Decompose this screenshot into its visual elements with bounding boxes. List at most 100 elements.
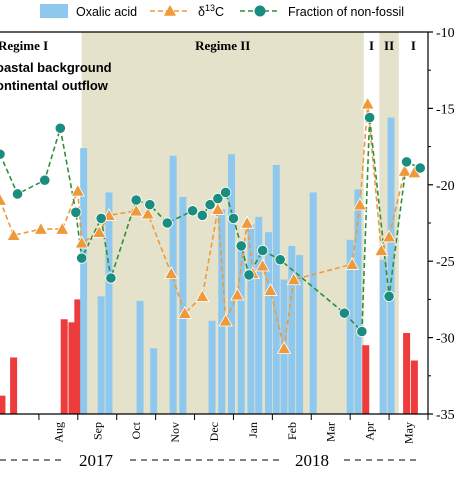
- bar-oxalic-10: [237, 242, 245, 414]
- annotation-coastal: oastal background: [0, 60, 112, 75]
- fnf-point-25: [400, 156, 413, 168]
- d13c-point-14: [218, 313, 233, 327]
- fnf-point-0: [0, 148, 6, 160]
- x-month-label-6: Feb: [285, 422, 299, 440]
- annotations: oastal background ontinental outflow: [0, 60, 112, 93]
- x-month-label-3: Nov: [168, 422, 182, 443]
- regime-labels: Regime I Regime II I II I: [0, 38, 416, 53]
- fnf-point-2: [39, 174, 51, 186]
- bar-red-3: [68, 322, 76, 414]
- fnf-point-22: [356, 325, 368, 338]
- bar-red-0: [0, 395, 6, 414]
- fnf-point-9: [144, 199, 156, 211]
- d13c-point-27: [397, 163, 412, 177]
- d13c-point-1: [6, 227, 21, 241]
- d13c-point-19: [263, 282, 278, 296]
- fnf-point-13: [204, 199, 216, 211]
- fnf-point-26: [414, 162, 426, 174]
- fnf-point-8: [130, 194, 142, 206]
- bar-red-5: [362, 345, 370, 414]
- bar-oxalic-8: [218, 209, 226, 414]
- d13c-point-12: [195, 289, 210, 302]
- bar-red-2: [60, 319, 68, 414]
- d13c-point-18: [255, 258, 270, 272]
- regime-label-0: Regime I: [0, 38, 48, 53]
- d13c-point-20: [276, 340, 292, 354]
- bar-oxalic-18: [309, 192, 317, 414]
- legend-label-oxalic: Oxalic acid: [76, 5, 137, 19]
- d13c-point-11: [177, 305, 192, 319]
- y-tick-label-0: -10: [436, 26, 455, 41]
- d13c-point-8: [129, 203, 144, 217]
- d13c-point-4: [70, 183, 85, 197]
- x-month-label-1: Sep: [90, 422, 104, 440]
- bar-oxalic-2: [105, 192, 113, 414]
- annotation-continental: ontinental outflow: [0, 78, 109, 93]
- fnf-point-4: [70, 206, 82, 218]
- year-label-0: 2017: [79, 451, 114, 470]
- regime-label-1: Regime II: [195, 38, 250, 53]
- bar-oxalic-9: [228, 154, 236, 415]
- fnf-point-1: [11, 188, 24, 200]
- bar-oxalic-1: [97, 296, 105, 414]
- bar-oxalic-7: [208, 320, 216, 414]
- legend-swatch-oxalic: [40, 4, 68, 18]
- y-tick-label-1: -15: [436, 102, 455, 117]
- axes: -10 -15 -20 -25 -30 -35 Aug Sep Oct Nov Dec Jan Feb M…: [0, 26, 455, 470]
- bar-oxalic-17: [296, 255, 304, 414]
- d13c-point-26: [381, 229, 397, 243]
- series-points: [0, 96, 426, 354]
- bar-oxalic-3: [136, 300, 144, 414]
- d13c-point-25: [374, 243, 389, 257]
- fnf-point-10: [161, 217, 173, 229]
- legend-label-fnf: Fraction of non-fossil: [288, 5, 404, 19]
- bar-oxalic-14: [272, 164, 280, 414]
- fnf-point-19: [257, 244, 269, 257]
- d13c-point-24: [360, 96, 375, 110]
- regime-label-2: I: [369, 38, 374, 53]
- x-month-label-4: Dec: [207, 422, 221, 441]
- fnf-point-3: [54, 122, 66, 134]
- fnf-point-16: [227, 212, 240, 225]
- fnf-point-12: [196, 209, 208, 221]
- d13c-point-3: [55, 221, 70, 235]
- fnf-point-11: [187, 205, 199, 217]
- bar-oxalic-11: [247, 224, 255, 414]
- x-month-label-9: May: [402, 422, 416, 444]
- d13c-point-10: [164, 266, 179, 280]
- bar-oxalic-22: [387, 117, 395, 415]
- bar-oxalic-4: [150, 348, 158, 414]
- d13c-point-16: [239, 215, 255, 229]
- bar-oxalic-16: [288, 245, 296, 414]
- x-month-label-2: Oct: [129, 421, 143, 439]
- bar-red-1: [10, 357, 18, 414]
- fnf-point-14: [212, 192, 224, 205]
- x-month-label-7: Mar: [324, 422, 338, 442]
- regime-label-4: I: [411, 38, 416, 53]
- d13c-point-2: [33, 221, 49, 235]
- d13c-point-6: [92, 224, 107, 238]
- d13c-point-9: [140, 206, 156, 220]
- d13c-point-5: [74, 235, 89, 249]
- bar-oxalic-21: [379, 259, 387, 414]
- fnf-point-5: [76, 252, 88, 264]
- d13c-point-0: [0, 192, 8, 206]
- y-tick-label-3: -25: [436, 255, 455, 270]
- legend-label-d13c: δ13C: [198, 3, 224, 19]
- d13c-point-13: [210, 201, 226, 215]
- bar-oxalic-0: [80, 148, 88, 415]
- x-month-label-0: Aug: [51, 422, 65, 443]
- fnf-point-15: [220, 186, 232, 199]
- d13c-point-23: [352, 197, 368, 211]
- fnf-point-7: [105, 272, 117, 284]
- bar-oxalic-6: [179, 197, 187, 414]
- d13c-point-15: [230, 287, 245, 301]
- bar-oxalic-13: [264, 232, 272, 414]
- legend-label-d13c-sup: 13: [205, 3, 215, 13]
- bar-oxalic-5: [169, 155, 177, 414]
- fnf-point-21: [338, 307, 350, 319]
- year-label-1: 2018: [295, 451, 329, 470]
- legend: Oxalic acid δ13C Fraction of non-fossil: [40, 3, 404, 19]
